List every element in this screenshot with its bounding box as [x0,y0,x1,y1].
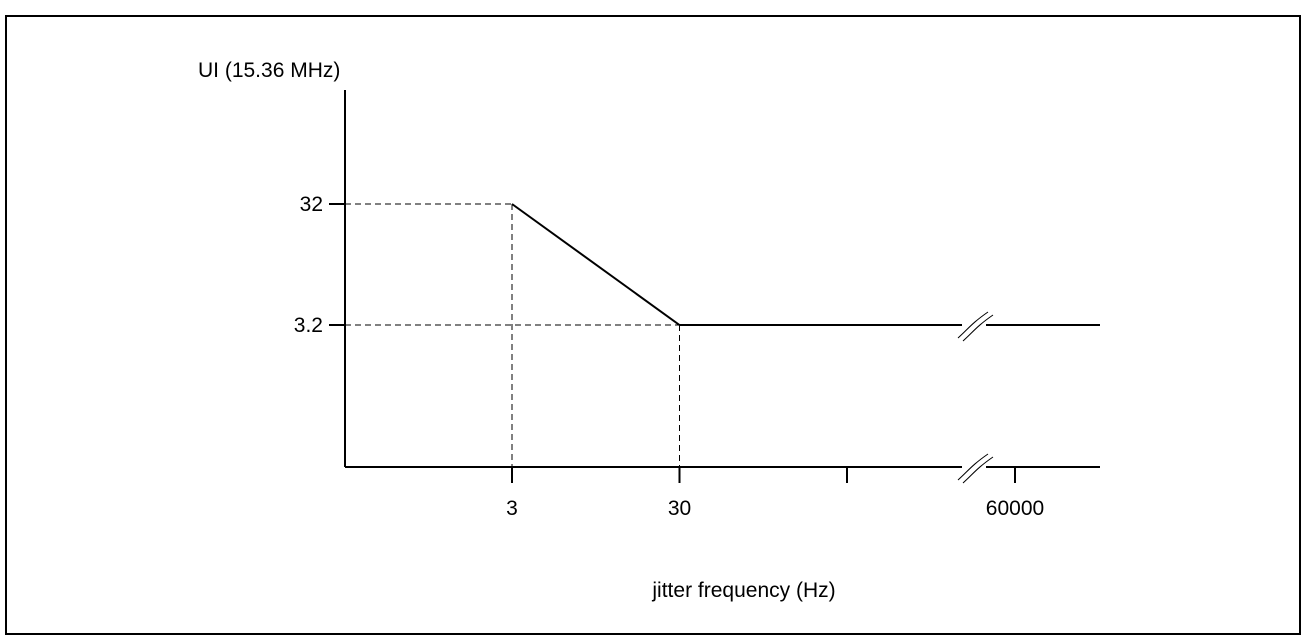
guide-lines [345,203,680,467]
axis-break-slash [957,453,989,481]
y-tick-label: 32 [300,193,323,216]
series-lines [511,203,1100,326]
axis-break-slash [957,311,989,339]
series-line [511,203,1100,326]
x-tick-label: 30 [668,497,691,520]
y-tick-label: 3.2 [294,314,323,337]
x-tick-label: 60000 [986,497,1044,520]
axis-break-marks [954,309,996,484]
axis-break-slash [962,456,994,484]
chart-frame [5,15,1301,635]
y-axis-label: UI (15.36 MHz) [198,59,340,82]
x-tick-label: 3 [506,497,518,520]
axes [344,90,1100,468]
x-axis-label: jitter frequency (Hz) [651,579,835,602]
axis-break-slash [962,314,994,342]
ticks: 32 3.2 3 30 60000 [294,193,1044,520]
